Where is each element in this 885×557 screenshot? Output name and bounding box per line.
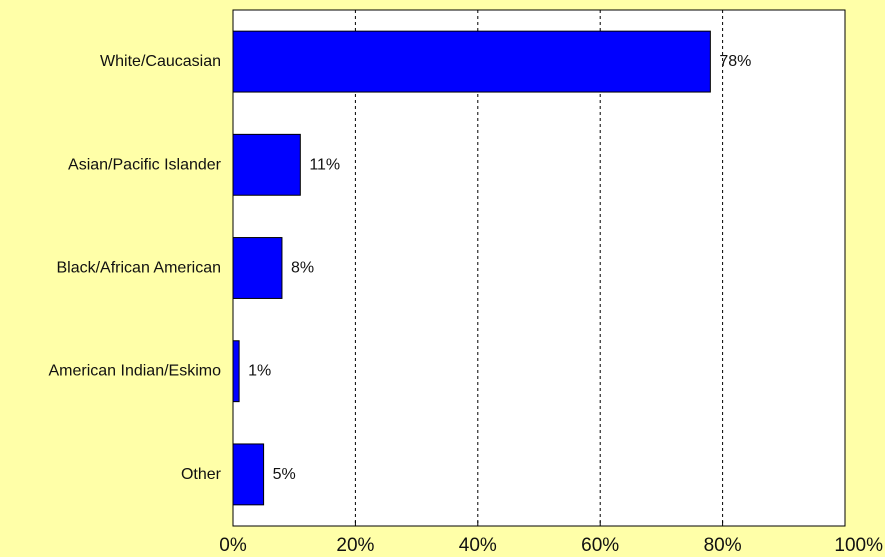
value-label: 5% — [273, 466, 296, 483]
bars — [232, 30, 711, 506]
bar — [232, 237, 283, 299]
bar — [232, 133, 301, 196]
category-label: American Indian/Eskimo — [48, 363, 221, 380]
value-label: 78% — [719, 53, 751, 70]
bar — [232, 443, 265, 506]
x-axis-ticks: 0% 20% 40% 60% 80% 100% — [219, 521, 883, 556]
grid-lines — [354, 10, 724, 526]
bar — [232, 30, 711, 93]
x-tick-label: 20% — [336, 535, 374, 556]
value-label: 11% — [309, 156, 340, 173]
x-tick-label: 80% — [704, 535, 742, 556]
x-tick-label: 60% — [581, 535, 619, 556]
category-label: Asian/Pacific Islander — [68, 156, 222, 173]
value-label: 8% — [291, 260, 314, 277]
bar — [232, 340, 240, 403]
value-label: 1% — [248, 363, 271, 380]
plot-area — [233, 10, 845, 526]
x-tick-label: 100% — [834, 535, 883, 556]
plot-frame — [232, 9, 846, 527]
category-labels: White/Caucasian Asian/Pacific Islander Bla… — [48, 53, 221, 483]
x-tick-label: 40% — [459, 535, 497, 556]
category-label: Black/African American — [56, 260, 221, 277]
category-label: Other — [181, 466, 222, 483]
x-tick-label: 0% — [219, 535, 247, 556]
value-labels: 78% 11% 8% 1% 5% — [248, 53, 751, 483]
category-label: White/Caucasian — [100, 53, 221, 70]
